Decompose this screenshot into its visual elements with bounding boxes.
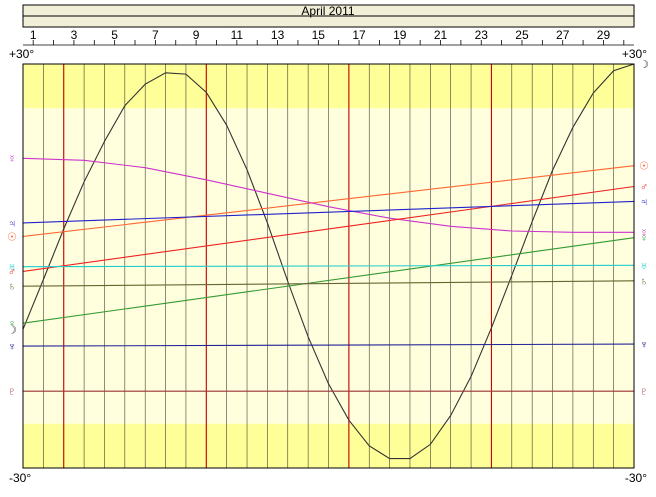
chart-title: April 2011	[301, 4, 354, 18]
planet-glyph-left: ☽	[7, 324, 17, 336]
planet-glyph-left: ♅	[8, 262, 16, 274]
day-label: 13	[271, 28, 285, 42]
planet-glyph-right: ☽	[639, 59, 649, 71]
series-line	[22, 185, 635, 272]
planet-glyph-left: ♀	[8, 318, 16, 330]
planet-series	[22, 63, 635, 460]
series-line	[22, 280, 635, 287]
day-label: 25	[515, 28, 529, 42]
planet-glyph-right: ☿	[640, 227, 648, 239]
planet-glyph-left: ☿	[8, 153, 16, 165]
series-line	[22, 165, 635, 237]
planet-glyph-right: ♂	[640, 182, 648, 194]
planet-glyph-right: ☉	[639, 161, 649, 173]
day-label: 29	[597, 28, 611, 42]
day-label: 23	[475, 28, 489, 42]
series-line	[22, 200, 635, 224]
day-label: 3	[71, 28, 78, 42]
planet-glyph-right: ♅	[640, 260, 648, 272]
y-bottom-label-right: -30°	[625, 471, 647, 485]
header-day-ticks: 1 3 5 7 9 11 13 15 17 19 21 23 25 27 29	[23, 28, 634, 46]
day-label: 27	[556, 28, 570, 42]
planet-glyph-right: ♇	[640, 386, 648, 398]
day-label: 11	[231, 28, 244, 42]
series-line	[22, 237, 635, 324]
planet-glyph-left: ♇	[8, 386, 16, 398]
planet-glyph-left: ♄	[8, 281, 16, 293]
day-label: 21	[434, 28, 448, 42]
planet-glyph-right: ♆	[640, 339, 648, 351]
day-label: 15	[312, 28, 326, 42]
series-line	[22, 343, 635, 347]
series-line	[22, 157, 634, 233]
planet-glyph-left: ♆	[8, 341, 16, 353]
day-label: 5	[111, 28, 118, 42]
day-label: 9	[193, 28, 200, 42]
y-top-label-left: +30°	[9, 47, 34, 61]
planet-glyph-right: ♀	[640, 233, 648, 245]
y-bottom-label-left: -30°	[9, 471, 31, 485]
series-line	[22, 264, 635, 268]
planet-glyph-left: ♃	[8, 218, 16, 230]
day-label: 17	[352, 28, 366, 42]
planet-glyph-right: ♄	[640, 276, 648, 288]
planet-glyph-left: ☉	[7, 231, 17, 243]
planet-glyph-right: ♃	[640, 196, 648, 208]
plot-frame	[22, 63, 635, 469]
planet-glyph-left: ♂	[8, 266, 16, 278]
series-line	[22, 63, 635, 460]
y-top-label-right: +30°	[622, 47, 647, 61]
day-label: 1	[30, 28, 37, 42]
planet-glyphs: ☽☽☉☉☿☿♀♀♂♂♃♃♄ ♄♅ ♅♆ ♆♇ ♇	[7, 59, 649, 398]
day-label: 19	[393, 28, 407, 42]
day-label: 7	[152, 28, 159, 42]
